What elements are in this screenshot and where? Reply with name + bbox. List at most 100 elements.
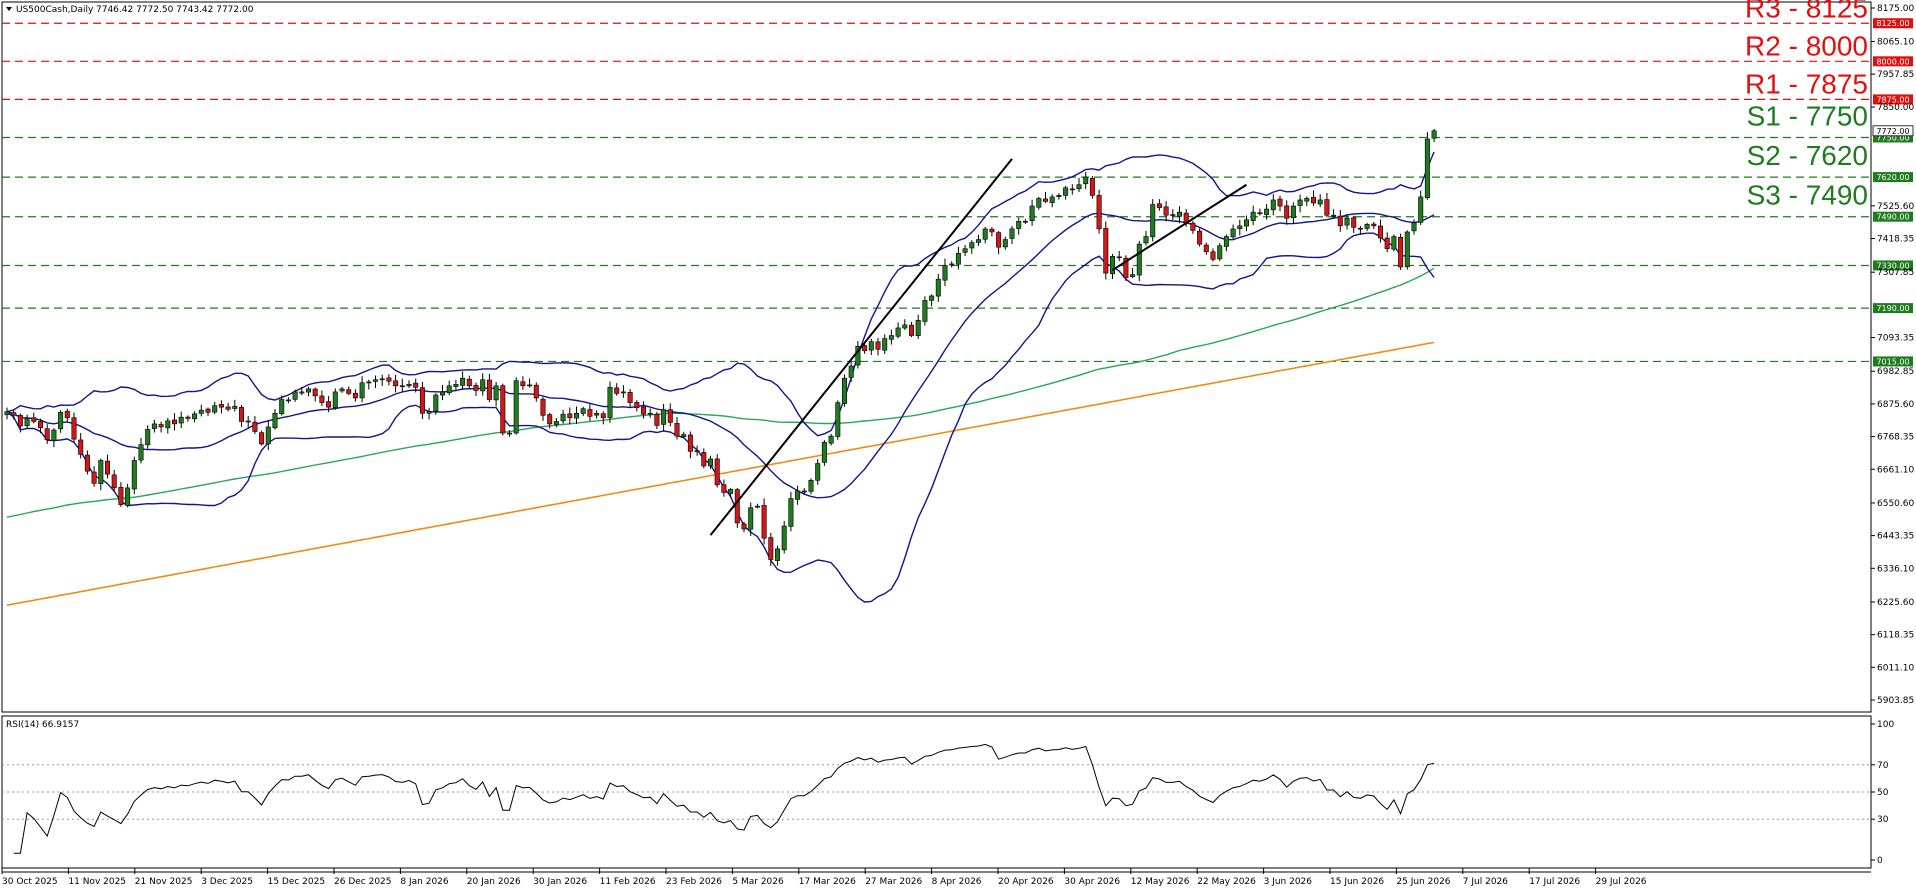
candle-body (1143, 236, 1149, 244)
candle-body (252, 421, 258, 432)
candle-body (493, 385, 499, 401)
x-tick-label: 21 Nov 2025 (135, 877, 193, 887)
candle-body (527, 384, 533, 387)
y-tick-label: 6768.35 (1877, 433, 1914, 443)
candle-body (453, 383, 459, 387)
y-tick-label: 6982.85 (1877, 367, 1914, 377)
candle-body (332, 391, 338, 409)
candle-body (1270, 199, 1276, 211)
candle-body (728, 489, 734, 494)
candle-body (996, 232, 1002, 248)
candle-body (1190, 222, 1196, 231)
candle-body (1022, 220, 1028, 223)
candle-body (607, 387, 613, 418)
candle-body (982, 228, 988, 240)
candle-body (460, 377, 466, 386)
candle-body (259, 432, 265, 445)
candle-body (587, 409, 593, 417)
candle-body (386, 377, 392, 382)
candle-body (138, 444, 144, 461)
candle-body (372, 379, 378, 382)
candle-body (560, 413, 566, 422)
candle-body (352, 392, 358, 399)
candle-body (319, 395, 325, 403)
candle-body (594, 412, 600, 416)
candle-body (547, 414, 553, 425)
x-tick-label: 8 Apr 2026 (932, 877, 982, 887)
x-tick-label: 11 Feb 2026 (600, 877, 656, 887)
candle-body (91, 471, 97, 484)
y-tick-label: 8175.00 (1877, 4, 1914, 14)
candle-body (1210, 251, 1216, 260)
candle-body (1277, 198, 1283, 207)
candle-body (1197, 230, 1203, 245)
candle-body (533, 384, 539, 399)
candle-body (1404, 231, 1410, 268)
y-tick-label: 6118.35 (1877, 631, 1914, 641)
candle-body (178, 416, 184, 424)
candle-body (1290, 205, 1296, 218)
y-tick-label: 7307.85 (1877, 268, 1914, 278)
y-tick-label: 7093.35 (1877, 334, 1914, 344)
candle-body (326, 401, 332, 408)
x-tick-label: 17 Jul 2026 (1529, 877, 1580, 887)
level-label: S2 - 7620 (1747, 140, 1868, 171)
candle-body (674, 423, 680, 437)
candle-body (198, 409, 204, 414)
level-price-tag-text: 8000.00 (1876, 57, 1909, 66)
candle-body (285, 399, 291, 402)
candle-body (1156, 203, 1162, 208)
candle-body (426, 411, 432, 414)
y-tick-label: 7418.35 (1877, 235, 1914, 245)
candle-body (1297, 199, 1303, 206)
candle-body (158, 424, 164, 428)
candle-body (882, 338, 888, 351)
x-tick-label: 22 May 2026 (1197, 877, 1256, 887)
level-price-tag-text: 7490.00 (1876, 213, 1909, 222)
candle-body (58, 412, 64, 430)
x-tick-label: 30 Oct 2025 (2, 877, 58, 887)
candle-body (741, 523, 747, 530)
candle-body (359, 382, 365, 399)
candle-body (1431, 130, 1437, 139)
candle-body (1177, 211, 1183, 217)
candle-body (439, 391, 445, 396)
level-label: S3 - 7490 (1747, 180, 1868, 211)
candle-body (1076, 184, 1082, 190)
candle-body (955, 252, 961, 265)
x-tick-label: 3 Jun 2026 (1264, 877, 1313, 887)
candle-body (734, 489, 740, 524)
level-price-tag-text: 7875.00 (1876, 95, 1909, 104)
candle-body (640, 406, 646, 415)
x-tick-label: 26 Dec 2025 (334, 877, 392, 887)
candle-body (500, 385, 506, 434)
level-price-tag (1873, 94, 1913, 105)
candle-body (125, 487, 131, 506)
trendline-1 (709, 158, 1013, 536)
candle-body (614, 387, 620, 394)
candle-body (506, 432, 512, 435)
candle-body (192, 413, 198, 420)
candle-body (1384, 237, 1390, 250)
candle-body (145, 429, 151, 446)
y-tick-label: 6225.60 (1877, 598, 1914, 608)
x-tick-label: 20 Jan 2026 (467, 877, 521, 887)
candle-body (795, 490, 801, 500)
candle-body (1244, 219, 1250, 227)
candle-body (218, 404, 224, 408)
level-label: R3 - 8125 (1745, 0, 1868, 23)
candle-body (721, 484, 727, 493)
x-tick-label: 12 May 2026 (1131, 877, 1190, 887)
candle-body (975, 239, 981, 243)
chart-menu-icon[interactable] (6, 7, 12, 11)
candle-body (661, 409, 667, 425)
candle-body (84, 454, 90, 472)
level-label: S1 - 7750 (1747, 100, 1868, 131)
candle-body (634, 402, 640, 409)
candle-body (105, 460, 111, 475)
y-tick-label: 7957.85 (1877, 70, 1914, 80)
level-price-tag (1873, 132, 1913, 143)
current-price-tag-text: 7772.00 (1876, 127, 1909, 136)
trendlines-layer (709, 158, 1248, 536)
candle-body (962, 248, 968, 253)
